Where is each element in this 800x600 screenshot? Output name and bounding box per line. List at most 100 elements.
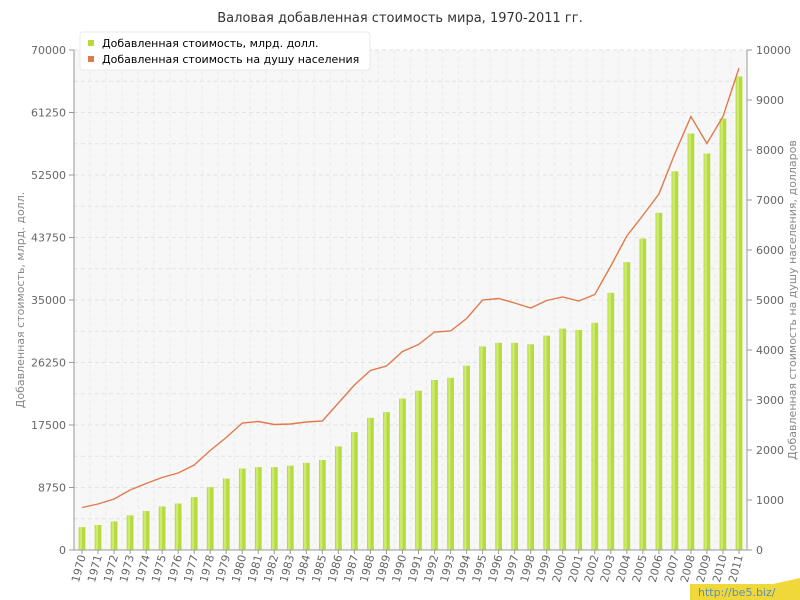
- bar[interactable]: [126, 515, 134, 550]
- bar[interactable]: [623, 262, 631, 550]
- bar[interactable]: [335, 446, 342, 550]
- bar-highlight: [544, 335, 547, 550]
- bar-series: [78, 76, 743, 551]
- bar[interactable]: [367, 417, 374, 550]
- bar[interactable]: [319, 460, 326, 550]
- bar[interactable]: [351, 432, 358, 550]
- bar[interactable]: [94, 525, 102, 550]
- bar-body: [479, 346, 486, 550]
- bar-body: [110, 521, 118, 550]
- bar[interactable]: [527, 344, 535, 550]
- bar-highlight: [464, 365, 467, 550]
- bar-body: [735, 76, 743, 550]
- bar-body: [591, 322, 599, 550]
- bar-body: [687, 133, 695, 551]
- bar-body: [511, 342, 519, 550]
- bar[interactable]: [575, 330, 583, 550]
- legend: Добавленная стоимость, млрд. долл. Добав…: [79, 31, 371, 71]
- bar[interactable]: [671, 171, 679, 550]
- bar-body: [286, 465, 294, 550]
- bar-body: [623, 262, 631, 550]
- right-tick-label: 4000: [756, 344, 784, 357]
- bar-highlight: [95, 525, 99, 550]
- right-axis-ticks: 0 1000 2000 3000 4000 5000 6000 7000 8000 9000 100…: [747, 44, 791, 557]
- bar[interactable]: [110, 521, 118, 550]
- bar-highlight: [368, 417, 371, 550]
- bar[interactable]: [543, 335, 551, 550]
- bar-body: [222, 478, 230, 550]
- bar-body: [655, 212, 663, 550]
- bar-body: [142, 511, 150, 550]
- bar[interactable]: [399, 398, 406, 550]
- bar-highlight: [592, 322, 595, 550]
- bar[interactable]: [78, 527, 86, 550]
- bar[interactable]: [607, 292, 615, 550]
- watermark: http://be5.biz/: [690, 578, 800, 600]
- bar-body: [383, 412, 390, 550]
- bar-body: [671, 171, 679, 550]
- bar-highlight: [688, 133, 691, 551]
- bar-highlight: [127, 515, 131, 550]
- bar-body: [431, 380, 438, 550]
- bar-highlight: [608, 292, 611, 550]
- bar[interactable]: [735, 76, 743, 550]
- bar-body: [607, 292, 615, 550]
- right-tick-label: 10000: [756, 44, 791, 57]
- bar-highlight: [640, 238, 643, 551]
- bar-highlight: [223, 478, 227, 550]
- bar[interactable]: [719, 118, 727, 551]
- bar[interactable]: [158, 506, 166, 550]
- right-axis-title: Добавленная стоимость на душу населения,…: [786, 140, 799, 460]
- bar[interactable]: [639, 238, 647, 551]
- bar[interactable]: [703, 153, 711, 551]
- bar[interactable]: [142, 511, 150, 550]
- bar-highlight: [432, 380, 435, 550]
- bar-body: [367, 417, 374, 550]
- right-tick-label: 8000: [756, 144, 784, 157]
- left-tick-label: 17500: [31, 419, 66, 432]
- watermark-text[interactable]: http://be5.biz/: [698, 586, 776, 599]
- bar-body: [399, 398, 406, 550]
- bar-highlight: [416, 390, 419, 550]
- bar[interactable]: [447, 377, 454, 550]
- left-tick-label: 70000: [31, 44, 66, 57]
- bar-highlight: [560, 328, 563, 550]
- bar[interactable]: [415, 390, 422, 550]
- bar-highlight: [239, 468, 243, 550]
- bar[interactable]: [302, 462, 310, 550]
- bar[interactable]: [190, 497, 198, 550]
- bar-highlight: [528, 344, 531, 550]
- bar[interactable]: [286, 465, 294, 550]
- legend-box: [79, 31, 371, 71]
- left-tick-label: 0: [59, 544, 66, 557]
- bar-body: [319, 460, 326, 550]
- bar[interactable]: [383, 412, 390, 550]
- bar[interactable]: [479, 346, 486, 550]
- bar-body: [206, 487, 214, 550]
- bar-highlight: [143, 511, 147, 550]
- line-path[interactable]: [81, 67, 740, 509]
- bar-body: [254, 467, 262, 550]
- bar[interactable]: [431, 380, 438, 550]
- bar[interactable]: [206, 487, 214, 550]
- bar-highlight: [111, 521, 115, 550]
- bar-highlight: [720, 118, 723, 551]
- bar[interactable]: [687, 133, 695, 551]
- bar-highlight: [480, 346, 483, 550]
- watermark-box: [690, 584, 800, 600]
- bar[interactable]: [511, 342, 519, 550]
- bar[interactable]: [254, 467, 262, 550]
- bar[interactable]: [495, 342, 502, 550]
- bar[interactable]: [238, 468, 246, 550]
- bar[interactable]: [655, 212, 663, 550]
- bar[interactable]: [270, 467, 278, 550]
- bar[interactable]: [559, 328, 567, 550]
- bar[interactable]: [463, 365, 470, 550]
- bar-body: [415, 390, 422, 550]
- bar[interactable]: [591, 322, 599, 550]
- bar-highlight: [287, 465, 291, 550]
- bar-body: [351, 432, 358, 550]
- bar-highlight: [400, 398, 403, 550]
- bar[interactable]: [222, 478, 230, 550]
- bar[interactable]: [174, 503, 182, 550]
